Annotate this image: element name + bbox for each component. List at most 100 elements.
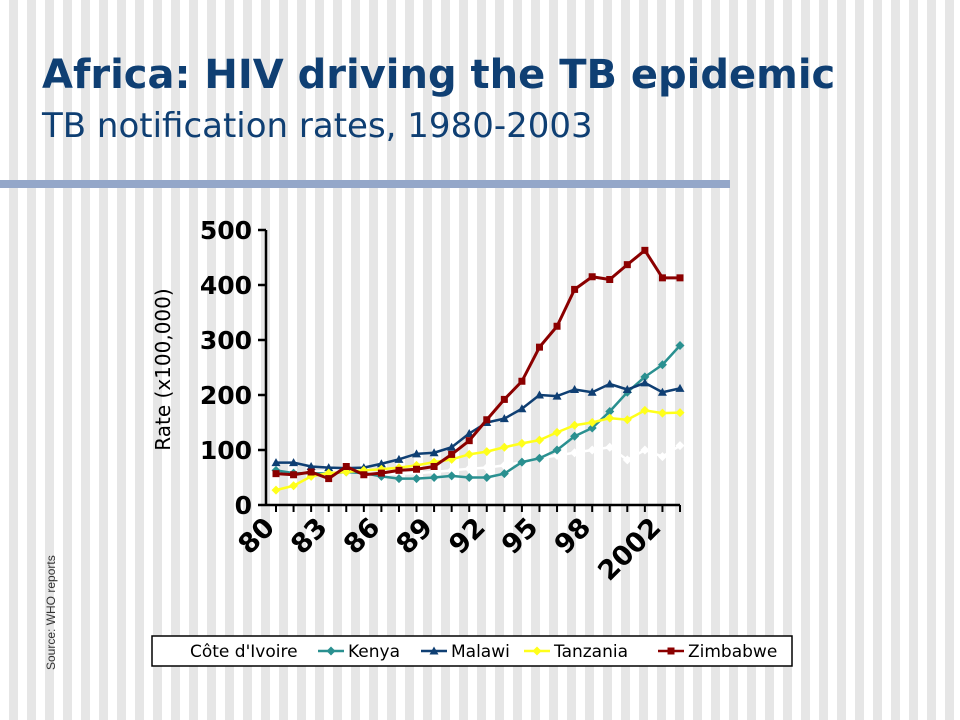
data-point [570, 448, 580, 458]
data-point [517, 438, 527, 448]
title-divider [0, 180, 730, 188]
data-point [605, 413, 615, 423]
legend-swatch-marker [667, 647, 675, 655]
data-point [447, 471, 457, 481]
legend-label: Côte d'Ivoire [190, 642, 298, 662]
y-tick-label: 200 [200, 381, 252, 410]
data-point [464, 449, 474, 459]
data-point [429, 473, 439, 482]
data-point [640, 445, 650, 455]
data-point [675, 341, 685, 350]
data-point [623, 261, 631, 269]
data-point [412, 474, 422, 484]
data-point [641, 246, 649, 254]
legend-swatch-marker [429, 646, 439, 655]
data-point [605, 442, 615, 452]
data-point [676, 274, 684, 282]
data-point [640, 372, 650, 382]
data-point [587, 418, 597, 427]
data-point [588, 273, 596, 281]
data-point [394, 474, 404, 484]
series-3 [271, 405, 685, 495]
data-point [499, 442, 509, 452]
data-point [447, 465, 457, 475]
data-point [571, 285, 579, 293]
data-point [517, 457, 527, 467]
chart-series [271, 246, 685, 495]
data-point [464, 473, 474, 482]
data-point [517, 404, 527, 413]
data-point [570, 431, 580, 441]
data-point [675, 383, 685, 392]
y-tick-label: 100 [200, 436, 252, 465]
data-point [306, 462, 316, 470]
data-point [535, 343, 543, 351]
legend-entry: Côte d'Ivoire [160, 642, 298, 662]
data-point [377, 469, 385, 477]
data-point [395, 466, 403, 474]
y-axis-label: Rate (x100,000) [151, 288, 175, 450]
data-point [482, 463, 492, 473]
legend-label: Malawi [451, 642, 510, 662]
x-tick-label: 83 [285, 512, 333, 560]
legend-entry: Tanzania [524, 642, 628, 662]
data-point [324, 463, 334, 472]
data-point [570, 420, 580, 430]
y-tick-label: 400 [200, 271, 252, 300]
data-point [552, 391, 562, 400]
data-point [657, 387, 667, 396]
data-point [605, 407, 615, 416]
data-point [587, 387, 597, 396]
data-point [553, 322, 561, 330]
data-point [342, 463, 350, 470]
series-line [275, 344, 681, 480]
data-point [464, 464, 474, 474]
series-line [275, 248, 680, 481]
data-point [605, 379, 615, 388]
data-point [657, 360, 667, 370]
data-point [622, 385, 632, 393]
data-point [499, 460, 509, 470]
slide-title: Africa: HIV driving the TB epidemic [42, 52, 836, 98]
data-point [534, 390, 544, 399]
data-point [675, 408, 685, 418]
data-point [429, 448, 439, 457]
data-point [622, 415, 632, 425]
x-tick-label: 92 [443, 512, 491, 560]
legend-swatch-marker [532, 646, 542, 656]
data-point [307, 468, 315, 476]
y-tick-label: 500 [200, 216, 252, 245]
data-point [587, 445, 597, 455]
data-point [360, 471, 368, 479]
legend-entry: Malawi [421, 642, 510, 662]
data-point [325, 475, 333, 483]
data-point [499, 469, 509, 479]
data-point [482, 447, 492, 457]
legend-entry: Kenya [318, 642, 400, 662]
data-point [606, 276, 614, 283]
data-point [657, 452, 667, 462]
data-point [640, 405, 650, 415]
data-point [552, 445, 562, 455]
data-point [640, 378, 650, 387]
chart-legend: Côte d'Ivoire Kenya Malawi Tanzania Zimbabwe [151, 635, 793, 667]
data-point [271, 458, 281, 467]
data-point [448, 450, 456, 458]
legend-entry: Zimbabwe [658, 642, 777, 662]
data-point [622, 455, 632, 465]
x-tick-label: 89 [391, 512, 439, 560]
data-point [500, 395, 508, 403]
y-tick-label: 0 [235, 491, 252, 520]
data-point [447, 442, 457, 451]
data-point [394, 454, 404, 463]
data-point [499, 414, 509, 423]
legend-swatch-marker [168, 646, 178, 656]
x-tick-label: 98 [549, 512, 597, 560]
x-tick-label: 2002 [592, 512, 667, 587]
data-point [483, 416, 491, 424]
data-point [430, 463, 438, 470]
data-point [657, 408, 667, 418]
series-4 [272, 246, 684, 483]
legend-label: Zimbabwe [688, 642, 777, 662]
